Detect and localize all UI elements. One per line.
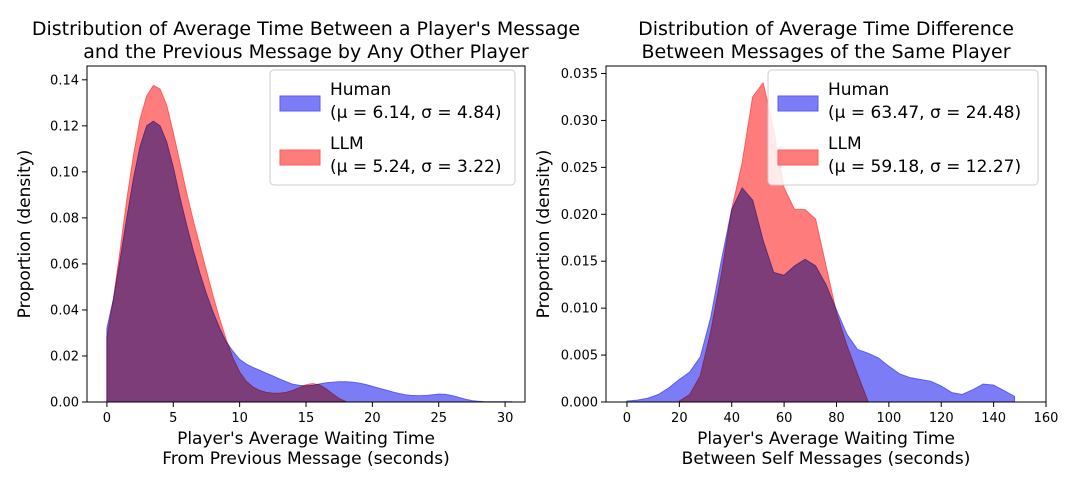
y-tick-label: 0.08 [50, 211, 79, 226]
y-tick-label: 0.020 [561, 208, 598, 223]
y-tick-label: 0.00 [50, 396, 79, 411]
x-axis-label: Player's Average Waiting Time [697, 429, 955, 449]
x-tick-label: 5 [169, 411, 177, 426]
legend: Human (μ = 6.14, σ = 4.84) LLM (μ = 5.24, σ… [269, 69, 516, 186]
x-tick-label: 160 [1034, 411, 1059, 426]
x-tick-label: 0 [103, 411, 111, 426]
legend-swatch-llm [279, 149, 321, 166]
legend-swatch-human [777, 95, 819, 112]
legend-swatch-llm [777, 149, 819, 166]
x-tick-label: 100 [876, 411, 901, 426]
x-tick-label: 120 [929, 411, 954, 426]
series-area-llm [106, 84, 347, 403]
legend-label: Human [828, 80, 889, 100]
y-tick-label: 0.14 [50, 73, 79, 88]
y-tick-label: 0.04 [50, 303, 79, 318]
x-tick-label: 25 [430, 411, 447, 426]
legend-stats: (μ = 59.18, σ = 12.27) [828, 157, 1021, 177]
chart-title-line: Between Messages of the Same Player [641, 41, 1010, 63]
y-tick-label: 0.06 [50, 257, 79, 272]
y-tick-label: 0.035 [561, 67, 598, 82]
plot-frame [605, 65, 1047, 403]
legend: Human (μ = 63.47, σ = 24.48) LLM (μ = 59.18… [767, 69, 1039, 186]
y-tick-label: 0.030 [561, 114, 598, 129]
x-tick-label: 80 [828, 411, 845, 426]
y-tick-label: 0.10 [50, 165, 79, 180]
y-tick-label: 0.12 [50, 119, 79, 134]
legend-box [269, 69, 516, 186]
y-tick-label: 0.000 [561, 396, 598, 411]
x-tick-label: 140 [981, 411, 1006, 426]
x-tick-label: 0 [623, 411, 631, 426]
legend-label: LLM [828, 134, 862, 154]
x-axis-label: Player's Average Waiting Time [177, 429, 435, 449]
x-tick-label: 60 [776, 411, 793, 426]
x-tick-label: 15 [298, 411, 315, 426]
x-tick-label: 40 [723, 411, 740, 426]
y-axis-label: Proportion (density) [534, 150, 554, 319]
y-axis-label: Proportion (density) [15, 150, 35, 319]
y-tick-label: 0.010 [561, 302, 598, 317]
y-tick-label: 0.025 [561, 161, 598, 176]
legend-stats: (μ = 63.47, σ = 24.48) [828, 103, 1021, 123]
legend-stats: (μ = 6.14, σ = 4.84) [330, 103, 501, 123]
x-tick-label: 20 [671, 411, 688, 426]
legend-label: Human [330, 80, 391, 100]
legend-box [767, 69, 1039, 186]
chart-2: Distribution of Average Time DifferenceB… [534, 18, 1058, 469]
chart-title-line: and the Previous Message by Any Other Pl… [83, 41, 529, 63]
x-axis-label: Between Self Messages (seconds) [682, 449, 971, 469]
legend-label: LLM [330, 134, 364, 154]
legend-stats: (μ = 5.24, σ = 3.22) [330, 157, 501, 177]
chart-title-line: Distribution of Average Time Between a P… [32, 18, 580, 40]
y-tick-label: 0.005 [561, 349, 598, 364]
chart-title-line: Distribution of Average Time Difference [638, 18, 1014, 40]
x-tick-label: 20 [364, 411, 381, 426]
x-tick-label: 30 [497, 411, 514, 426]
y-tick-label: 0.02 [50, 349, 79, 364]
legend-swatch-human [279, 95, 321, 112]
chart-1: Distribution of Average Time Between a P… [15, 18, 580, 469]
x-axis-label: From Previous Message (seconds) [162, 449, 449, 469]
x-tick-label: 10 [231, 411, 248, 426]
y-tick-label: 0.015 [561, 255, 598, 270]
